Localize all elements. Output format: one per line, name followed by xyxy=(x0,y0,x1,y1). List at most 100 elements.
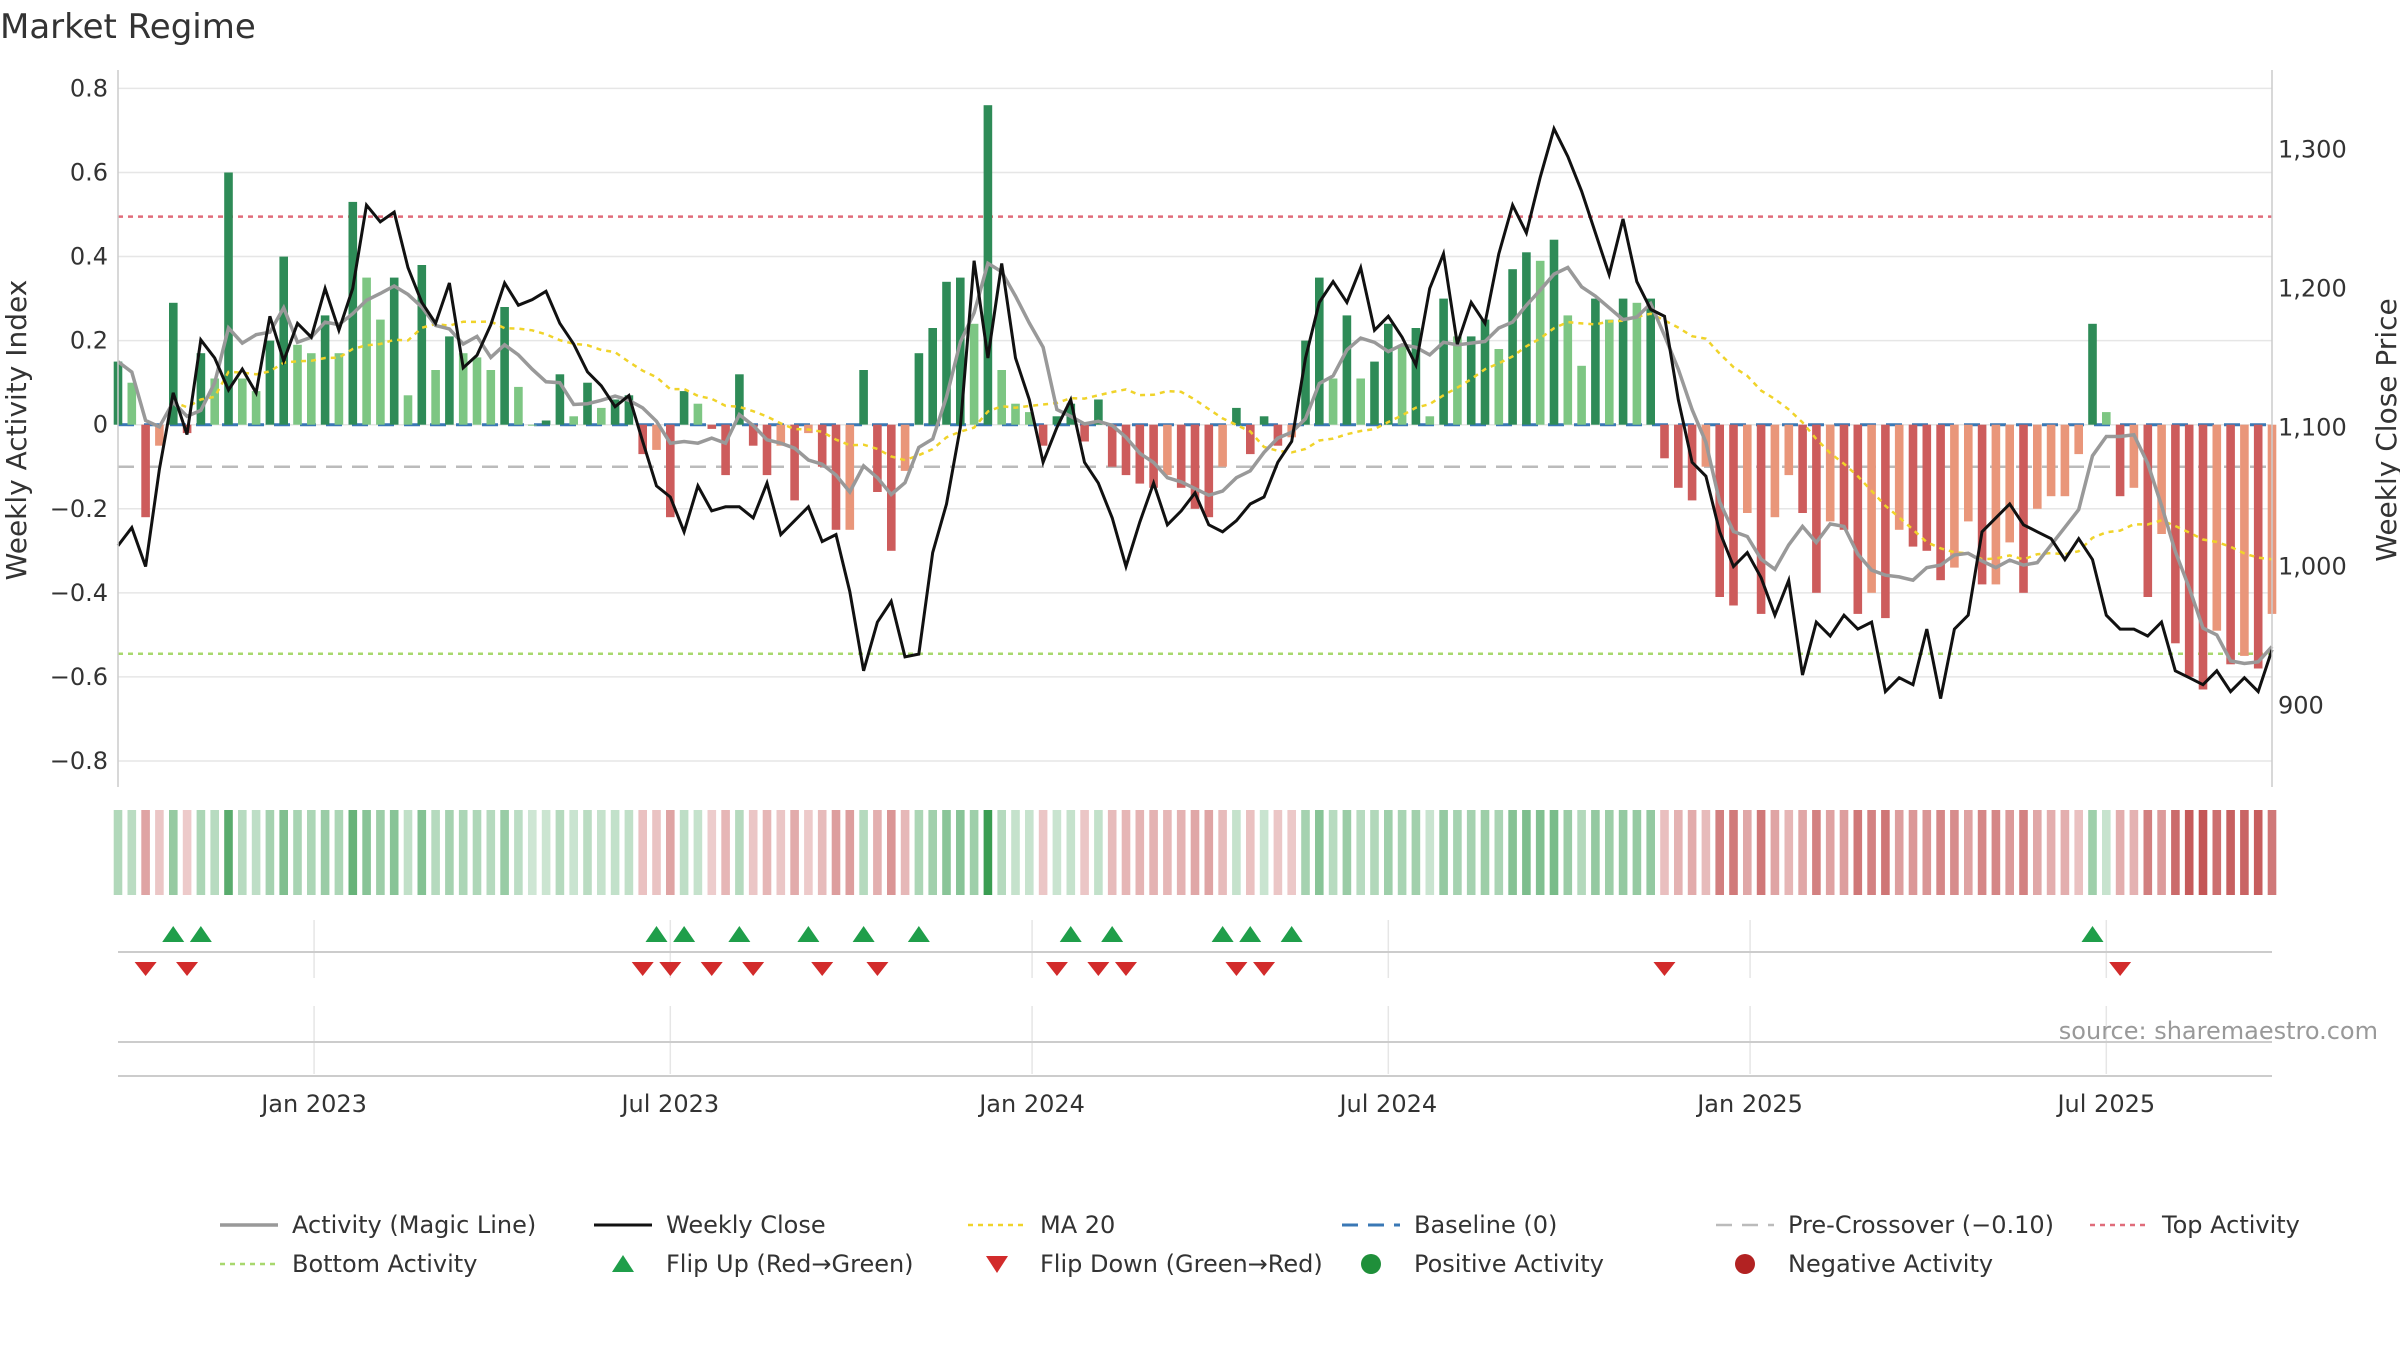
activity-bar xyxy=(1881,424,1890,619)
activity-bar xyxy=(1273,424,1283,446)
right-y-axis-title: Weekly Close Price xyxy=(2370,298,2400,561)
legend-item: Pre-Crossover (−0.10) xyxy=(1716,1211,2054,1239)
activity-bar xyxy=(1038,424,1048,446)
activity-bars xyxy=(113,105,2277,690)
regime-cell xyxy=(1163,810,1172,895)
regime-cell xyxy=(887,810,896,895)
regime-cell xyxy=(1149,810,1158,895)
flip-down-marker xyxy=(1253,962,1276,976)
regime-cell xyxy=(817,810,827,895)
activity-bar xyxy=(2212,424,2222,631)
activity-bar xyxy=(679,391,689,425)
regime-cell xyxy=(1011,810,1020,895)
regime-cell xyxy=(1508,810,1517,895)
activity-bar xyxy=(1163,424,1172,476)
activity-bar xyxy=(956,277,965,425)
right-tick-label: 900 xyxy=(2278,692,2324,720)
legend-item: Flip Up (Red→Green) xyxy=(612,1250,914,1278)
regime-cell xyxy=(762,810,772,895)
regime-cell xyxy=(969,810,979,895)
regime-cell xyxy=(1950,810,1959,895)
regime-cell xyxy=(2267,810,2277,895)
regime-cell xyxy=(362,810,371,895)
regime-cell xyxy=(1370,810,1379,895)
series-lines xyxy=(116,124,2274,699)
activity-bar xyxy=(1066,403,1076,425)
legend-item: Bottom Activity xyxy=(220,1250,477,1278)
activity-bar xyxy=(541,420,551,425)
activity-bar xyxy=(1563,315,1573,425)
regime-cell xyxy=(845,810,855,895)
regime-cell xyxy=(2129,810,2139,895)
regime-cell xyxy=(1466,810,1476,895)
flip-up-marker xyxy=(645,926,668,942)
activity-bar xyxy=(1812,424,1821,593)
regime-cell xyxy=(859,810,868,895)
activity-bar xyxy=(1107,424,1117,467)
activity-bar xyxy=(500,307,509,425)
source-label: source: sharemaestro.com xyxy=(2059,1017,2378,1045)
regime-cell xyxy=(1964,810,1973,895)
x-tick-label: Jan 2024 xyxy=(977,1090,1085,1118)
legend-label: Flip Up (Red→Green) xyxy=(666,1250,914,1278)
activity-bar xyxy=(1674,424,1683,488)
regime-cell xyxy=(1853,810,1863,895)
regime-cell xyxy=(831,810,841,895)
regime-cell xyxy=(1894,810,1904,895)
left-tick-label: 0 xyxy=(93,411,108,439)
regime-cell xyxy=(1674,810,1683,895)
activity-bar xyxy=(707,424,717,429)
regime-cell xyxy=(1522,810,1531,895)
regime-cell xyxy=(2046,810,2056,895)
flip-down-marker xyxy=(134,962,157,976)
regime-cell xyxy=(445,810,454,895)
activity-bar xyxy=(1522,252,1531,425)
flip-up-marker xyxy=(1101,926,1124,942)
activity-bar xyxy=(2157,424,2166,534)
regime-cell xyxy=(514,810,523,895)
regime-cell xyxy=(1025,810,1034,895)
activity-bar xyxy=(1232,407,1241,425)
legend-swatch xyxy=(986,1256,1008,1273)
regime-cell xyxy=(210,810,219,895)
activity-bar xyxy=(762,424,772,476)
activity-bar xyxy=(1743,424,1752,513)
activity-bar xyxy=(431,370,440,425)
activity-bar xyxy=(307,353,316,425)
activity-bar xyxy=(458,353,468,425)
legend-swatch xyxy=(1361,1254,1381,1274)
activity-bar xyxy=(693,403,703,425)
activity-bar xyxy=(597,407,606,425)
regime-cell xyxy=(748,810,758,895)
activity-bar xyxy=(1908,424,1918,547)
regime-cell xyxy=(2171,810,2180,895)
regime-cell xyxy=(376,810,385,895)
regime-cell xyxy=(983,810,993,895)
activity-bar xyxy=(2240,424,2249,656)
activity-bar xyxy=(1660,424,1669,459)
activity-bar xyxy=(1549,239,1559,425)
regime-cell xyxy=(1328,810,1338,895)
regime-cell xyxy=(1605,810,1614,895)
regime-cell xyxy=(113,810,123,895)
regime-cell xyxy=(2074,810,2083,895)
flip-up-marker xyxy=(907,926,930,942)
activity-bar xyxy=(790,424,799,501)
regime-cell xyxy=(1743,810,1752,895)
right-y-axis: 1,300 1,200 1,100 1,000 900 xyxy=(2271,70,2347,787)
regime-cell xyxy=(2060,810,2070,895)
regime-cell xyxy=(1315,810,1324,895)
activity-bar xyxy=(1397,344,1407,425)
regime-cell xyxy=(1756,810,1766,895)
left-tick-label: 0.2 xyxy=(70,327,108,355)
activity-bar xyxy=(2074,424,2083,455)
regime-cell xyxy=(251,810,261,895)
activity-bar xyxy=(2102,412,2111,425)
regime-cell xyxy=(1632,810,1642,895)
activity-bar xyxy=(293,344,302,425)
regime-cell xyxy=(900,810,910,895)
regime-cell xyxy=(431,810,440,895)
activity-bar xyxy=(1204,424,1214,518)
regime-cell xyxy=(1991,810,2001,895)
regime-cell xyxy=(721,810,730,895)
